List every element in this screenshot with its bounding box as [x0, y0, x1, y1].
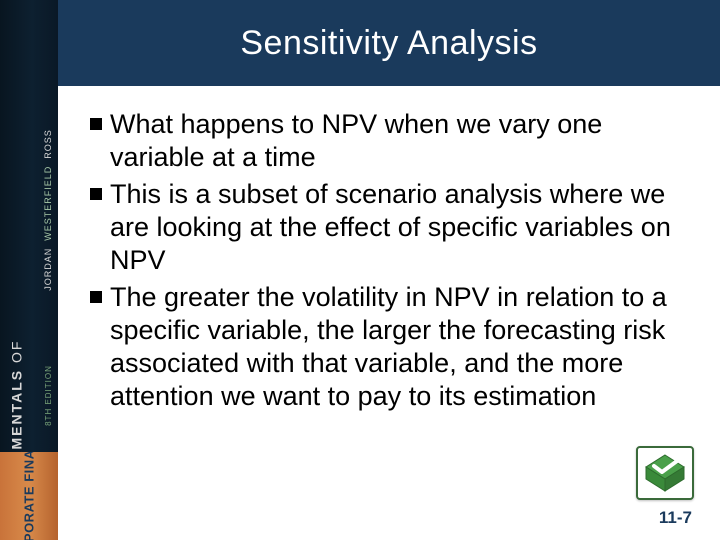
slide-content: Sensitivity Analysis What happens to NPV… [58, 0, 720, 540]
bullet-item: The greater the volatility in NPV in rel… [90, 281, 690, 413]
spine-authors-text: JORDAN WESTERFIELD ROSS [43, 129, 53, 291]
bullet-item: What happens to NPV when we vary one var… [90, 108, 690, 174]
author-1: ROSS [43, 129, 53, 159]
spine-top: FUNDAMENTALS OF JORDAN WESTERFIELD ROSS … [0, 0, 58, 452]
bullet-marker-icon [90, 118, 102, 130]
bullet-text: This is a subset of scenario analysis wh… [110, 178, 690, 277]
return-button[interactable] [636, 446, 694, 500]
bullet-item: This is a subset of scenario analysis wh… [90, 178, 690, 277]
bullet-text: What happens to NPV when we vary one var… [110, 108, 690, 174]
title-band: Sensitivity Analysis [58, 0, 720, 86]
slide-title: Sensitivity Analysis [240, 24, 537, 63]
author-2: WESTERFIELD [43, 166, 53, 241]
slide-root: FUNDAMENTALS OF JORDAN WESTERFIELD ROSS … [0, 0, 720, 540]
book-spine: FUNDAMENTALS OF JORDAN WESTERFIELD ROSS … [0, 0, 58, 540]
bullet-marker-icon [90, 291, 102, 303]
spine-title-container: FUNDAMENTALS OF [6, 20, 26, 432]
page-number: 11-7 [659, 508, 692, 528]
bullet-marker-icon [90, 188, 102, 200]
bullet-text: The greater the volatility in NPV in rel… [110, 281, 690, 413]
spine-edition-text: 8TH EDITION [44, 365, 53, 426]
spine-authors: JORDAN WESTERFIELD ROSS [41, 80, 55, 340]
spine-bottom-text: CORPORATE FINANCE [22, 452, 37, 540]
spine-edition: 8TH EDITION [41, 350, 55, 440]
author-3: JORDAN [43, 248, 53, 291]
spine-bottom: CORPORATE FINANCE [0, 452, 58, 540]
slide-body: What happens to NPV when we vary one var… [90, 108, 690, 416]
spine-title-of: OF [8, 340, 24, 363]
checkmark-down-icon [644, 453, 686, 493]
